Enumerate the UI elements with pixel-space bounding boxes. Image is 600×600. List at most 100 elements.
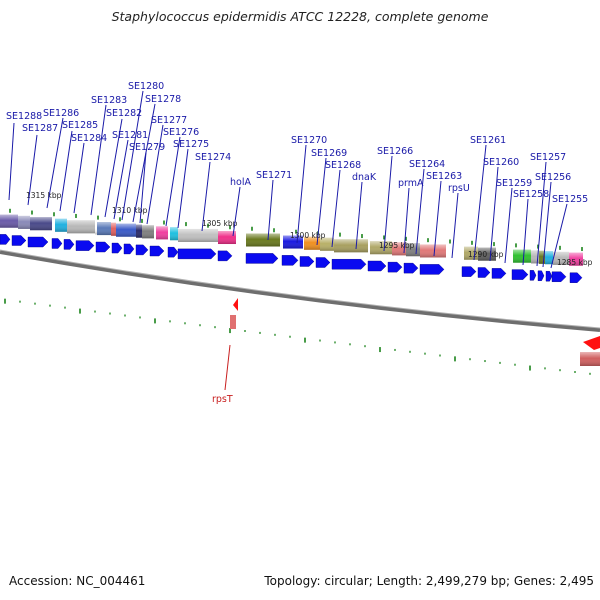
gene-label-SE1276: SE1276 xyxy=(163,127,199,138)
gene-arrow xyxy=(551,271,567,282)
gene-arrow xyxy=(545,271,553,282)
feature-box-shade xyxy=(170,227,178,241)
gene-label-SE1279: SE1279 xyxy=(129,142,165,153)
gene-arrow xyxy=(149,245,165,257)
gene-label-SE1256: SE1256 xyxy=(535,172,571,183)
feature-box-shade xyxy=(142,225,154,239)
kbp-label: 1310 kbp xyxy=(112,206,148,215)
gene-arrow xyxy=(491,268,507,279)
feature-box-shade xyxy=(97,222,111,236)
gene-arrow xyxy=(299,256,315,267)
gene-arrow xyxy=(27,236,49,248)
gene-label-SE1255: SE1255 xyxy=(552,194,588,205)
gene-arrow xyxy=(75,240,95,251)
gene-label-SE1264: SE1264 xyxy=(409,159,445,170)
forward-gene-arrows xyxy=(0,234,583,283)
gene-arrow xyxy=(177,248,217,260)
feature-box-shade xyxy=(545,251,553,265)
gene-arrow xyxy=(419,264,445,275)
gene-arrow xyxy=(331,259,367,270)
feature-box-shade xyxy=(30,217,52,231)
feature-box-shade xyxy=(67,220,95,234)
feature-box-shade xyxy=(116,223,136,237)
gene-arrow xyxy=(95,241,111,253)
gene-label-prmA: prmA xyxy=(398,178,424,189)
feature-box-shade xyxy=(246,233,280,247)
gene-label-SE1268: SE1268 xyxy=(325,160,361,171)
gene-label-SE1260: SE1260 xyxy=(483,157,519,168)
gene-label-SE1282: SE1282 xyxy=(106,108,142,119)
feature-box-shade xyxy=(136,224,142,238)
gene-arrow xyxy=(167,246,179,258)
feature-box-shade xyxy=(539,250,545,264)
gene-label-SE1269: SE1269 xyxy=(311,148,347,159)
gene-label-SE1259: SE1259 xyxy=(496,178,532,189)
kbp-label: 1295 kbp xyxy=(379,241,415,250)
gene-arrow xyxy=(111,242,123,254)
gene-arrow xyxy=(461,266,477,277)
gene-label-holA: holA xyxy=(230,177,251,188)
gene-label-SE1281: SE1281 xyxy=(112,130,148,141)
gene-arrow xyxy=(387,261,403,273)
topology-text: Topology: circular; Length: 2,499,279 bp… xyxy=(264,574,594,588)
gene-arrow xyxy=(281,255,299,266)
gene-label-SE1274: SE1274 xyxy=(195,152,231,163)
reverse-gene-arrow xyxy=(583,336,600,350)
gene-label-SE1277: SE1277 xyxy=(151,115,187,126)
gene-arrow xyxy=(537,270,545,281)
feature-box-shade xyxy=(156,226,168,240)
gene-arrow xyxy=(529,270,537,281)
feature-track xyxy=(0,214,583,266)
feature-box-shade xyxy=(304,236,320,250)
feature-box-shade xyxy=(392,242,406,256)
gene-arrow xyxy=(11,235,27,246)
gene-arrow xyxy=(123,243,135,255)
gene-arrow xyxy=(63,239,75,250)
feature-box-shade xyxy=(531,250,539,264)
feature-box-shade xyxy=(553,251,569,265)
feature-box-shade xyxy=(178,228,218,242)
feature-box-shade xyxy=(478,247,496,261)
gene-arrow xyxy=(0,234,11,245)
kbp-label: 1285 kbp xyxy=(557,258,593,267)
gene-label-rpsU: rpsU xyxy=(448,183,470,194)
feature-box-shade xyxy=(513,249,531,263)
feature-box-shade xyxy=(18,215,30,229)
gene-label-SE1266: SE1266 xyxy=(377,146,413,157)
scale-ticks xyxy=(9,208,583,252)
feature-box-shade xyxy=(218,231,236,245)
feature-box-shade xyxy=(0,214,18,228)
gene-arrow xyxy=(245,253,279,264)
kbp-label: 1300 kbp xyxy=(290,231,326,240)
gene-arrow xyxy=(367,260,387,272)
gene-label-SE1270: SE1270 xyxy=(291,135,327,146)
gene-arrow xyxy=(51,238,63,249)
gene-arrow xyxy=(217,250,233,262)
feature-box-shade xyxy=(111,222,116,236)
gene-label-SE1271: SE1271 xyxy=(256,170,292,181)
gene-arrow xyxy=(569,272,583,283)
feature-box-shade xyxy=(420,244,446,258)
gene-arrow xyxy=(477,267,491,278)
feature-box-shade xyxy=(55,218,67,232)
feature-box-shade xyxy=(320,237,334,251)
kbp-label: 1290 kbp xyxy=(468,250,504,259)
gene-label-SE1288: SE1288 xyxy=(6,111,42,122)
minus-strand-ticks xyxy=(4,298,591,375)
gene-label-SE1284: SE1284 xyxy=(71,133,107,144)
gene-arrow xyxy=(135,244,149,256)
gene-arrow xyxy=(511,269,529,280)
genome-backbone xyxy=(0,250,600,332)
gene-label-SE1286: SE1286 xyxy=(43,108,79,119)
gene-label-dnaK: dnaK xyxy=(352,172,377,183)
feature-box-shade xyxy=(370,241,392,255)
gene-label-SE1257: SE1257 xyxy=(530,152,566,163)
rpsT-feature-box xyxy=(230,315,236,329)
gene-arrow xyxy=(403,262,419,274)
minus-label-rpsT: rpsT xyxy=(212,394,233,405)
accession-text: Accession: NC_004461 xyxy=(9,574,146,588)
gene-label-SE1283: SE1283 xyxy=(91,95,127,106)
gene-label-SE1287: SE1287 xyxy=(22,123,58,134)
gene-label-SE1261: SE1261 xyxy=(470,135,506,146)
